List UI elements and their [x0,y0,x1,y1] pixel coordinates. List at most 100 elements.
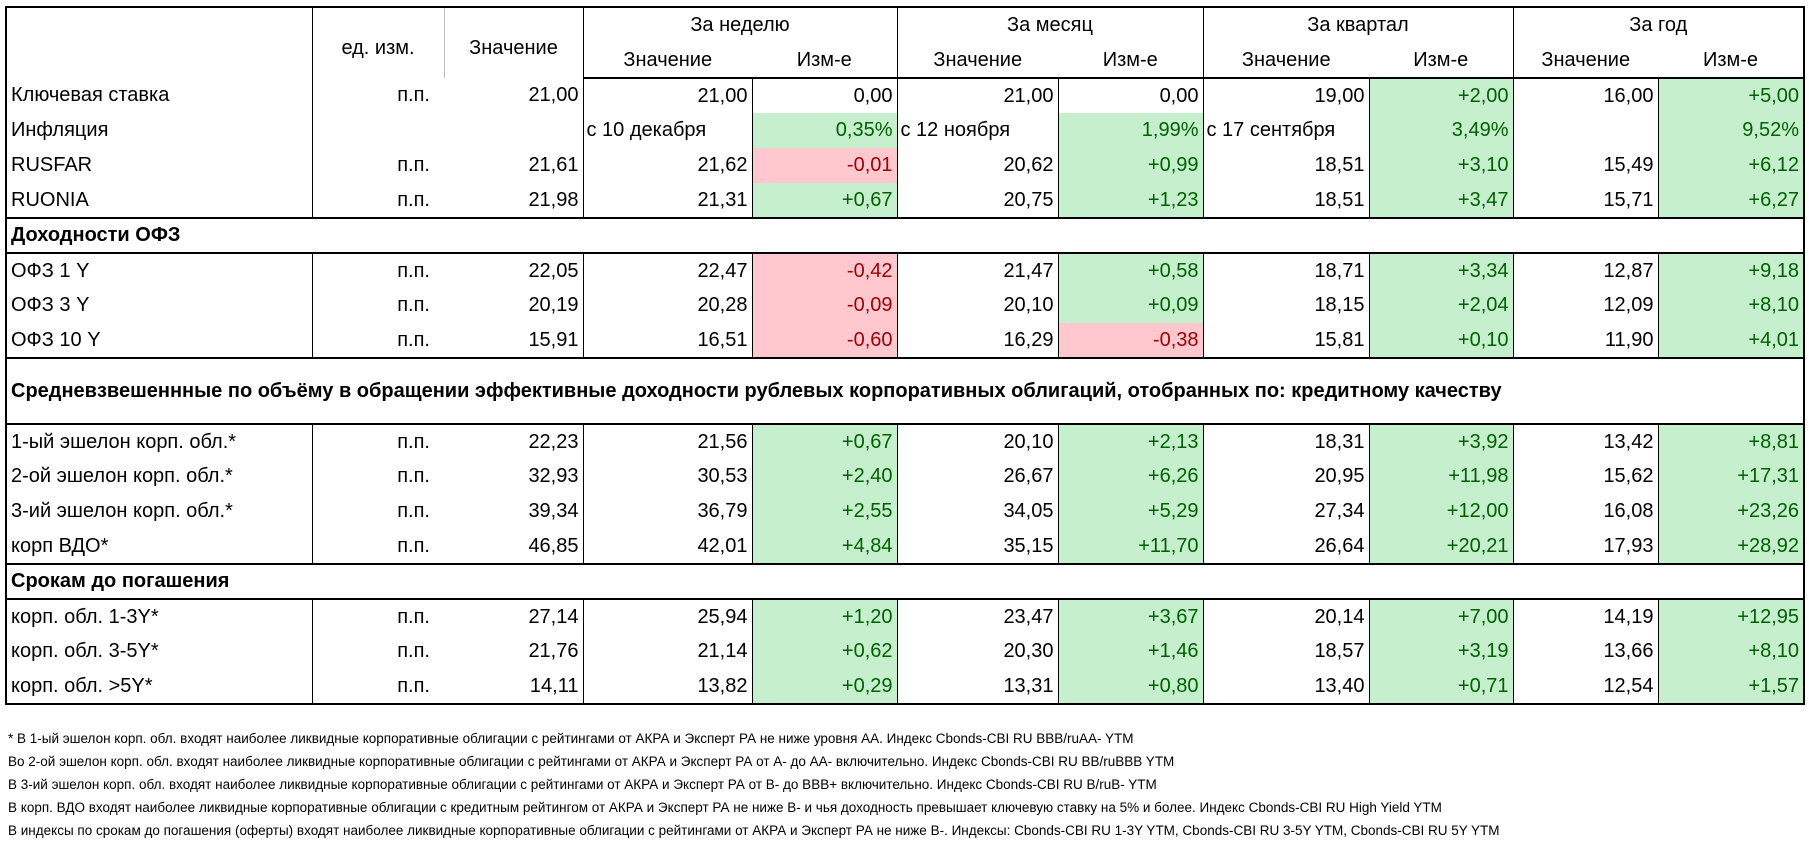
header-sub-change: Изм-е [1058,43,1203,79]
period-value: 18,51 [1202,148,1369,183]
period-change: 1,99% [1057,113,1203,148]
period-value: 26,64 [1202,529,1369,564]
footnotes: * В 1-ый эшелон корп. обл. входят наибол… [8,727,1500,842]
header-sub-change: Изм-е [1658,43,1804,79]
period-change: 0,00 [751,78,897,113]
period-value: 34,05 [896,494,1058,529]
period-value: с 17 сентября [1202,113,1369,148]
period-change: +0,80 [1057,669,1203,704]
period-change: +6,12 [1657,148,1804,183]
period-value: 20,75 [896,183,1058,218]
period-value [1512,113,1658,148]
row-label: корп. обл. 3-5Y* [11,640,159,662]
row-label: RUSFAR [11,154,93,176]
period-change: 9,52% [1657,113,1804,148]
period-change: +8,10 [1657,634,1804,669]
row-value: 22,23 [528,430,579,453]
period-change: +1,23 [1057,183,1203,218]
period-value: 20,14 [1202,599,1369,634]
row-label: ОФЗ 1 Y [11,259,90,282]
period-change: +0,99 [1057,148,1203,183]
row-label: 1-ый эшелон корп. обл.* [11,430,237,453]
row-value: 21,00 [528,84,579,106]
row-value: 46,85 [528,534,579,557]
period-value: 30,53 [582,459,752,494]
section-header: Доходности ОФЗ [6,217,1804,254]
period-change: +20,21 [1368,529,1513,564]
period-value: 18,57 [1202,634,1369,669]
period-value: 11,90 [1512,323,1658,358]
period-change: +7,00 [1368,599,1513,634]
row-unit [311,113,444,148]
period-value: 21,31 [582,183,752,218]
row-value: 22,05 [528,259,579,282]
period-value: 23,47 [896,599,1058,634]
period-change: +5,00 [1657,78,1804,113]
period-value: 16,29 [896,323,1058,358]
header-row-groups: ед. изм. Значение За неделю За месяц За квар… [6,7,1804,78]
row-value: 20,19 [528,294,579,316]
period-value: 12,54 [1512,669,1658,704]
row-label: 3-ий эшелон корп. обл.* [11,500,233,522]
period-change: +3,19 [1368,634,1513,669]
table-row: 3-ий эшелон корп. обл.* п.п. 39,34 36,79 +2,… [6,494,1804,529]
row-label: ОФЗ 3 Y [11,294,90,316]
row-value: 21,98 [528,188,579,211]
row-label: Ключевая ставка [11,84,170,106]
row-value: 39,34 [528,500,579,522]
header-unit: ед. изм. [311,7,444,78]
period-change: +3,47 [1368,183,1513,218]
period-change: +3,92 [1368,424,1513,459]
period-value: 13,66 [1512,634,1658,669]
period-value: 21,00 [896,78,1058,113]
header-value: Значение [443,7,583,78]
period-value: 19,00 [1202,78,1369,113]
row-label: корп. обл. >5Y* [11,674,153,697]
period-change: +6,27 [1657,183,1804,218]
period-change: 0,00 [1057,78,1203,113]
row-unit: п.п. [311,669,444,704]
period-value: 15,49 [1512,148,1658,183]
period-value: 42,01 [582,529,752,564]
row-unit: п.п. [311,288,444,323]
period-value: 21,14 [582,634,752,669]
period-change: -0,60 [751,323,897,358]
period-change: +23,26 [1657,494,1804,529]
footnote: В индексы по срокам до погашения (оферты… [8,823,1500,838]
table-row: RUONIA п.п. 21,98 21,31 +0,67 20,75 +1,23 18,51… [6,183,1804,218]
header-sub-change: Изм-е [1369,43,1513,79]
period-value: 17,93 [1512,529,1658,564]
row-label: ОФЗ 10 Y [11,328,101,351]
header-group-2: За квартал [1202,7,1513,43]
period-value: 22,47 [582,253,752,288]
row-unit: п.п. [311,183,444,218]
header-label-cell [6,7,312,78]
header-row-sub: Значение Изм-е Значение Изм-е Значение Изм-е З… [6,43,1804,79]
period-change: +0,67 [751,424,897,459]
period-value: 16,08 [1512,494,1658,529]
row-value: 21,61 [528,154,579,176]
period-change: +3,10 [1368,148,1513,183]
period-value: 12,09 [1512,288,1658,323]
row-unit: п.п. [311,253,444,288]
period-value: 36,79 [582,494,752,529]
header-sub-value: Значение [582,43,752,79]
section-title: Средневзвешеннные по объёму в обращении … [6,357,1804,425]
period-value: 13,31 [896,669,1058,704]
section-header: Срокам до погашения [6,563,1804,600]
period-change: +8,81 [1657,424,1804,459]
period-change: +28,92 [1657,529,1804,564]
table-row: RUSFAR п.п. 21,61 21,62 -0,01 20,62 +0,99 18,51… [6,148,1804,183]
period-value: 15,62 [1512,459,1658,494]
period-change: +3,34 [1368,253,1513,288]
section-header: Средневзвешеннные по объёму в обращении … [6,357,1804,425]
period-value: 18,15 [1202,288,1369,323]
row-label: Инфляция [11,119,109,141]
period-change: 0,35% [751,113,897,148]
row-label: 2-ой эшелон корп. обл.* [11,465,233,487]
header-sub-value: Значение [1512,43,1658,79]
period-value: 21,56 [582,424,752,459]
period-value: 20,95 [1202,459,1369,494]
period-change: +5,29 [1057,494,1203,529]
period-change: +2,55 [751,494,897,529]
